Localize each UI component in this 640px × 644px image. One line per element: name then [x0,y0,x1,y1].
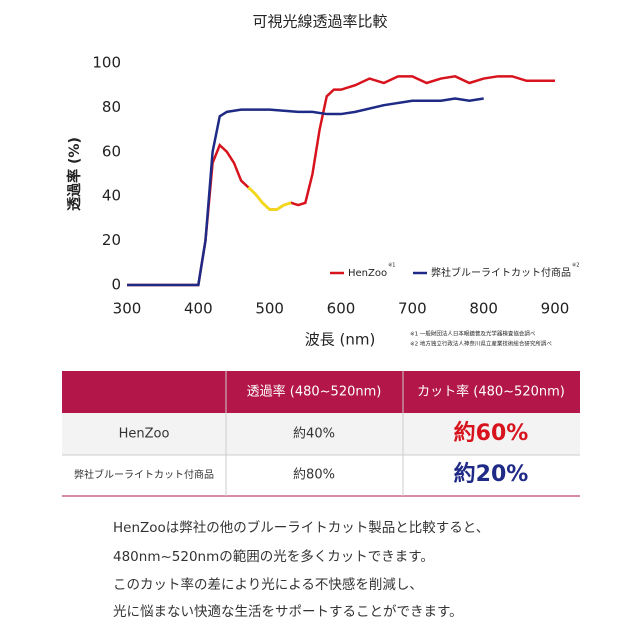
footnote: ※2 地方独立行政法人神奈川県立産業技術総合研究所調べ [410,340,552,348]
table-cell: 約40% [293,427,335,442]
chart-title: 可視光線透過率比較 [252,13,387,31]
paragraph-line: HenZooは弊社の他のブルーライトカット製品と比較すると、 [113,519,489,536]
y-tick-label: 80 [102,98,121,116]
series-line [127,75,555,287]
series-line [127,97,484,287]
table-cell: 約20% [454,461,529,487]
y-tick-label: 60 [102,142,121,160]
y-tick-label: 100 [92,54,121,72]
legend-note: ※1 [388,263,395,269]
y-tick-label: 40 [102,187,121,205]
paragraph-line: このカット率の差により光による不快感を削減し、 [113,576,423,593]
paragraph-line: 光に悩まない快適な生活をサポートすることができます。 [113,603,463,620]
legend-label: HenZoo [348,268,387,279]
table-cell: 約80% [293,468,335,483]
table-cell: HenZoo [119,427,170,442]
table-cell: 約60% [454,420,529,446]
x-tick-label: 800 [469,300,498,318]
x-tick-label: 300 [113,300,142,318]
table-row [62,413,580,455]
x-tick-label: 900 [541,300,570,318]
table-row [62,455,580,496]
paragraph-line: 480nm~520nmの範囲の光を多くカットできます。 [113,548,434,565]
highlight-segment [247,186,292,211]
y-tick-label: 20 [102,231,121,249]
y-axis-label: 透過率 (%) [66,137,83,211]
x-tick-label: 500 [255,300,284,318]
legend-note: ※2 [572,263,579,269]
footnote: ※1 一般財団法人日本眼鏡普及光学器検査協会調べ [410,330,536,338]
y-tick-label: 0 [111,276,121,294]
table-header [62,371,580,413]
x-tick-label: 700 [398,300,427,318]
x-tick-label: 600 [327,300,356,318]
legend-label: 弊社ブルーライトカット付商品 [431,266,571,279]
table-header-cell: 透過率 (480~520nm) [247,384,382,400]
table-cell: 弊社ブルーライトカット付商品 [74,468,214,481]
x-axis-label: 波長 (nm) [305,331,376,349]
x-tick-label: 400 [184,300,213,318]
table-header-cell: カット率 (480~520nm) [417,384,565,400]
